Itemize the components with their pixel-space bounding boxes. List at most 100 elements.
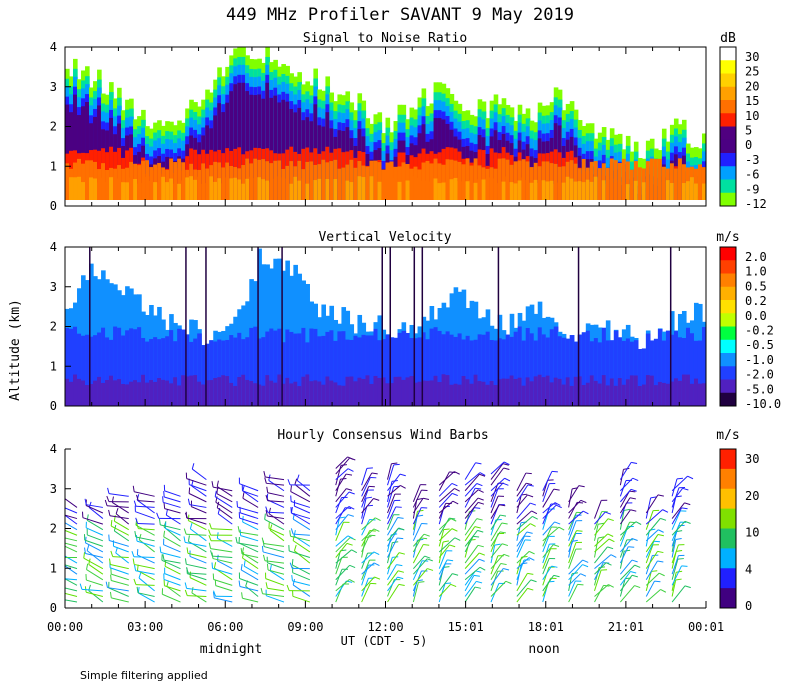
wind-barb-flag <box>427 568 434 571</box>
wind-barb-flag <box>84 498 87 505</box>
wind-barb <box>464 540 471 558</box>
wind-barb-flag <box>505 580 512 585</box>
wind-barb <box>516 472 527 491</box>
velocity-cell <box>265 375 270 406</box>
colorbar-swatch <box>720 326 736 341</box>
snr-cell <box>649 180 655 200</box>
velocity-cell <box>185 376 190 406</box>
velocity-cell <box>397 376 403 406</box>
snr-cell <box>441 182 447 200</box>
wind-barb <box>237 506 259 514</box>
wind-barb-flag <box>631 538 638 541</box>
snr-cell <box>497 158 503 200</box>
wind-barb-flag <box>163 502 166 509</box>
wind-barb-flag <box>499 504 506 507</box>
snr-cell <box>197 176 202 200</box>
wind-barb <box>438 541 444 564</box>
wind-barb <box>361 517 376 531</box>
velocity-cell <box>577 334 583 406</box>
wind-barb <box>464 570 476 586</box>
snr-cell <box>93 178 98 200</box>
velocity-cell <box>249 327 254 406</box>
wind-barb <box>264 519 285 531</box>
velocity-cell <box>109 375 114 406</box>
snr-cell <box>133 178 138 200</box>
velocity-cell <box>205 380 210 406</box>
velocity-cell <box>517 326 523 406</box>
wind-barb <box>464 462 476 480</box>
wind-barb-flag <box>608 584 614 588</box>
wind-barb-flag <box>137 586 140 594</box>
wind-barb <box>361 472 373 491</box>
wind-barb-flag <box>475 462 482 465</box>
wind-barb <box>189 484 207 492</box>
velocity-cell <box>329 330 335 406</box>
velocity-cell <box>377 377 383 406</box>
wind-barb <box>645 509 663 525</box>
snr-cell <box>389 177 395 200</box>
colorbar-swatch <box>720 392 736 407</box>
wind-barb <box>671 475 688 492</box>
wind-barb <box>335 497 343 514</box>
wind-barb-flag <box>138 533 142 540</box>
wind-barb <box>516 551 530 564</box>
wind-barb <box>464 472 481 486</box>
snr-cell <box>513 161 519 200</box>
wind-barb <box>645 534 659 553</box>
snr-cell <box>241 82 246 200</box>
snr-cell <box>481 179 487 200</box>
snr-cell <box>553 163 559 200</box>
velocity-cell <box>273 330 278 406</box>
velocity-colorbar: 2.01.00.50.20.0-0.2-0.5-1.0-2.0-5.0-10.0 <box>719 246 781 411</box>
wind-barb <box>289 550 311 558</box>
wind-barb-flag <box>454 471 460 475</box>
wind-barb-flag <box>526 482 533 486</box>
wind-barb <box>242 490 259 503</box>
velocity-cell <box>221 340 226 406</box>
snr-cell <box>153 182 158 200</box>
snr-cell <box>333 179 339 200</box>
velocity-cell <box>473 339 479 406</box>
wind-barb <box>361 486 370 503</box>
velocity-cell <box>701 383 706 406</box>
velocity-cell <box>177 328 182 406</box>
wind-barb-flag <box>369 529 376 532</box>
velocity-cell <box>65 327 70 406</box>
wind-barb <box>516 494 522 514</box>
velocity-cell <box>133 380 138 406</box>
wind-barb <box>438 471 455 486</box>
snr-cell <box>673 177 679 200</box>
wind-barb <box>86 519 104 531</box>
wind-barb <box>645 518 661 536</box>
wind-barb-flag <box>136 586 139 593</box>
snr-cell <box>557 182 563 200</box>
velocity-cell <box>173 377 178 406</box>
wind-barb <box>464 502 479 519</box>
colorbar-swatch <box>720 60 736 74</box>
colorbar-label: -10.0 <box>745 397 781 411</box>
wind-barb-flag <box>476 580 483 584</box>
colorbar-label: 4 <box>745 562 752 576</box>
wind-barb <box>65 555 78 564</box>
velocity-cell <box>445 375 451 406</box>
snr-cell <box>689 177 695 200</box>
colorbar-label: 10 <box>745 109 759 123</box>
snr-cell <box>485 178 491 200</box>
velocity-cell <box>685 374 691 406</box>
snr-cell <box>669 183 675 200</box>
wind-barb-flag <box>527 587 534 591</box>
wind-barb <box>65 498 78 508</box>
velocity-cell <box>465 379 471 406</box>
velocity-cell <box>593 338 599 406</box>
snr-panel-title: Signal to Noise Ratio <box>303 31 467 46</box>
wind-barb-flag <box>423 544 430 546</box>
snr-cell <box>109 177 114 200</box>
snr-cell <box>81 182 86 200</box>
snr-cell <box>237 82 242 200</box>
wind-barb <box>265 578 285 586</box>
colorbar-label: -1.0 <box>745 353 774 367</box>
colorbar-label: 0.0 <box>745 309 767 323</box>
wind-barb <box>438 583 451 597</box>
snr-cell <box>217 178 222 200</box>
wind-colorbar: 30 20 10 4 0 <box>719 448 759 613</box>
